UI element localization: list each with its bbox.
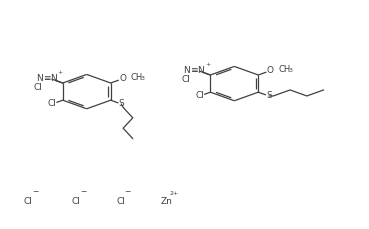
Text: N$\!\equiv\!$N: N$\!\equiv\!$N: [183, 64, 206, 75]
Text: 2+: 2+: [170, 191, 179, 196]
Text: Cl: Cl: [48, 99, 57, 108]
Text: 3: 3: [289, 68, 293, 73]
Text: N$\!\equiv\!$N: N$\!\equiv\!$N: [36, 72, 59, 83]
Text: O: O: [267, 66, 274, 75]
Text: CH: CH: [131, 73, 143, 82]
Text: Cl: Cl: [181, 75, 190, 84]
Text: −: −: [191, 68, 197, 77]
Text: Cl: Cl: [24, 197, 33, 206]
Text: CH: CH: [278, 65, 290, 74]
Text: −: −: [124, 188, 131, 196]
Text: O: O: [119, 74, 126, 83]
Text: +: +: [205, 62, 210, 67]
Text: Cl: Cl: [34, 83, 42, 92]
Text: +: +: [58, 70, 63, 75]
Text: 3: 3: [141, 76, 145, 81]
Text: Cl: Cl: [116, 197, 125, 206]
Text: Cl: Cl: [72, 197, 81, 206]
Text: Zn: Zn: [161, 197, 172, 206]
Text: −: −: [32, 188, 38, 196]
Text: S: S: [118, 99, 124, 109]
Text: −: −: [43, 76, 49, 85]
Text: S: S: [266, 91, 272, 101]
Text: Cl: Cl: [196, 91, 204, 100]
Text: −: −: [80, 188, 86, 196]
